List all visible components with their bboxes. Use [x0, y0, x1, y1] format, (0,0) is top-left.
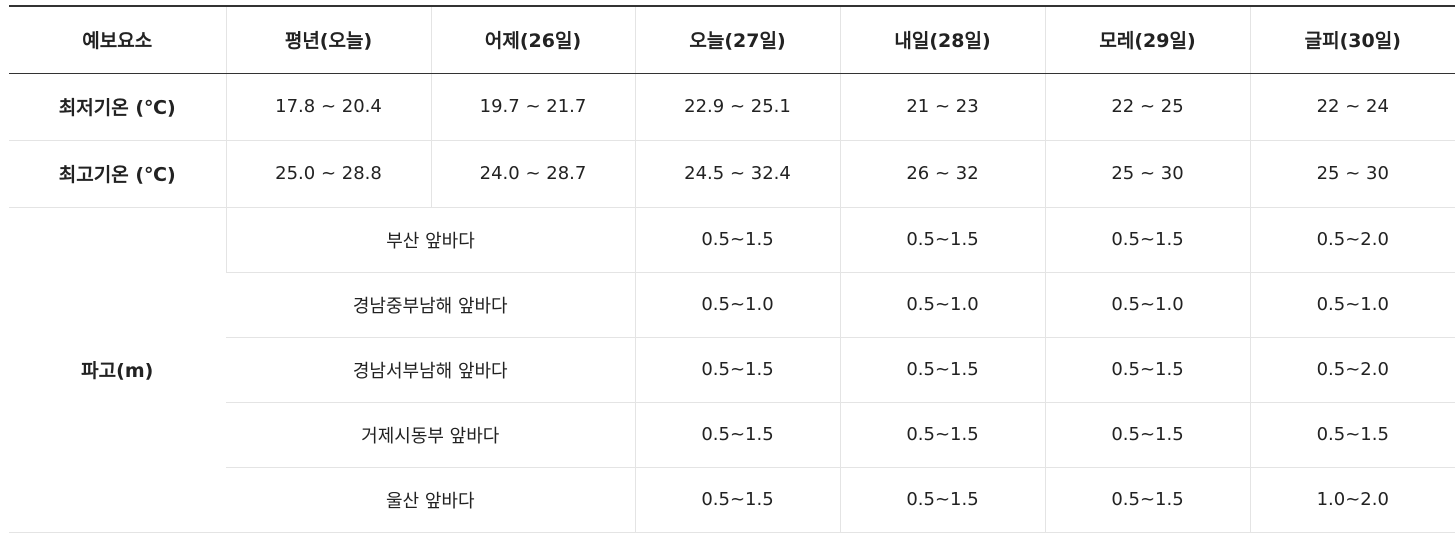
- table-cell: 0.5~1.0: [1044, 272, 1250, 338]
- table-cell: 0.5~1.0: [839, 272, 1045, 338]
- table-row-wave: 거제시동부 앞바다 0.5~1.5 0.5~1.5 0.5~1.5 0.5~1.…: [9, 402, 1455, 468]
- header-forecast-element: 예보요소: [9, 5, 226, 74]
- table-cell: 0.5~1.5: [634, 207, 840, 273]
- table-cell: 21 ~ 23: [839, 73, 1045, 141]
- wave-area-label: 울산 앞바다: [226, 467, 635, 533]
- table-cell: 0.5~2.0: [1249, 337, 1455, 403]
- table-cell: 25 ~ 30: [1044, 140, 1250, 208]
- table-cell: 24.5 ~ 32.4: [634, 140, 840, 208]
- table-cell: 0.5~1.0: [1249, 272, 1455, 338]
- row-label-min-temp: 최저기온 (℃): [9, 73, 226, 141]
- table-cell: 0.5~1.5: [634, 337, 840, 403]
- table-row-min-temp: 최저기온 (℃) 17.8 ~ 20.4 19.7 ~ 21.7 22.9 ~ …: [9, 73, 1455, 141]
- table-row-wave: 경남서부남해 앞바다 0.5~1.5 0.5~1.5 0.5~1.5 0.5~2…: [9, 337, 1455, 403]
- table-row-wave: 울산 앞바다 0.5~1.5 0.5~1.5 0.5~1.5 1.0~2.0: [9, 467, 1455, 533]
- table-cell: 22.9 ~ 25.1: [634, 73, 840, 141]
- table-cell: 0.5~1.5: [1044, 402, 1250, 468]
- wave-area-label: 부산 앞바다: [225, 207, 635, 273]
- table-cell: 0.5~1.5: [634, 467, 840, 533]
- wave-area-label: 경남서부남해 앞바다: [226, 337, 635, 403]
- header-yesterday: 어제(26일): [430, 5, 635, 74]
- wave-area-label: 거제시동부 앞바다: [226, 402, 635, 468]
- table-cell: 19.7 ~ 21.7: [430, 73, 635, 141]
- table-cell: 0.5~1.5: [1044, 337, 1250, 403]
- forecast-table-container: 예보요소 평년(오늘) 어제(26일) 오늘(27일) 내일(28일) 모레(2…: [9, 5, 1455, 533]
- table-cell: 17.8 ~ 20.4: [225, 73, 431, 141]
- table-cell: 0.5~2.0: [1249, 207, 1455, 273]
- header-today: 오늘(27일): [634, 5, 840, 74]
- wave-area-label: 경남중부남해 앞바다: [226, 272, 635, 338]
- table-cell: 0.5~1.5: [839, 207, 1045, 273]
- row-label-max-temp: 최고기온 (℃): [9, 140, 226, 208]
- header-normal-today: 평년(오늘): [225, 5, 431, 74]
- header-two-days-after-tomorrow: 글피(30일): [1249, 5, 1455, 74]
- header-row: 예보요소 평년(오늘) 어제(26일) 오늘(27일) 내일(28일) 모레(2…: [9, 5, 1455, 74]
- table-cell: 0.5~1.5: [839, 467, 1045, 533]
- table-cell: 0.5~1.5: [839, 402, 1045, 468]
- forecast-table: 예보요소 평년(오늘) 어제(26일) 오늘(27일) 내일(28일) 모레(2…: [9, 5, 1455, 533]
- table-cell: 25.0 ~ 28.8: [225, 140, 431, 208]
- table-cell: 26 ~ 32: [839, 140, 1045, 208]
- table-cell: 0.5~1.5: [1044, 467, 1250, 533]
- table-row-wave: 경남중부남해 앞바다 0.5~1.0 0.5~1.0 0.5~1.0 0.5~1…: [9, 272, 1455, 338]
- table-cell: 1.0~2.0: [1249, 467, 1455, 533]
- table-cell: 0.5~1.5: [1249, 402, 1455, 468]
- header-tomorrow: 내일(28일): [839, 5, 1045, 74]
- table-cell: 0.5~1.5: [1044, 207, 1250, 273]
- table-row-wave: 파고(m) 부산 앞바다 0.5~1.5 0.5~1.5 0.5~1.5 0.5…: [9, 207, 1455, 533]
- table-cell: 22 ~ 24: [1249, 73, 1455, 141]
- table-row-max-temp: 최고기온 (℃) 25.0 ~ 28.8 24.0 ~ 28.7 24.5 ~ …: [9, 140, 1455, 208]
- table-cell: 25 ~ 30: [1249, 140, 1455, 208]
- table-cell: 0.5~1.5: [839, 337, 1045, 403]
- table-cell: 24.0 ~ 28.7: [430, 140, 635, 208]
- table-cell: 0.5~1.5: [634, 402, 840, 468]
- table-cell: 22 ~ 25: [1044, 73, 1250, 141]
- row-label-wave-height: 파고(m): [9, 207, 226, 533]
- table-cell: 0.5~1.0: [634, 272, 840, 338]
- header-day-after-tomorrow: 모레(29일): [1044, 5, 1250, 74]
